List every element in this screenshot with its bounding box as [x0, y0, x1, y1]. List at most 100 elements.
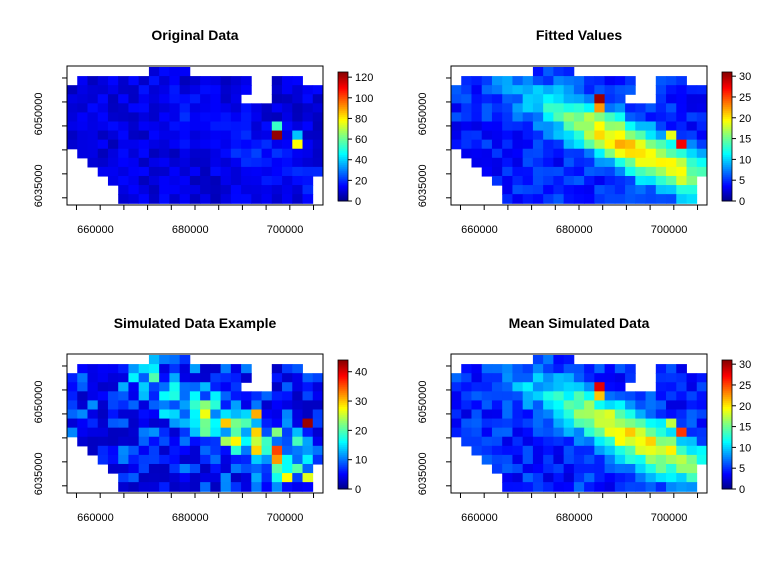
heatmap-cell [604, 185, 616, 195]
heatmap-cell [241, 427, 252, 438]
heatmap-cell [614, 382, 626, 392]
legend-color-band [722, 446, 732, 450]
legend-color-band [722, 134, 732, 137]
heatmap-cell [666, 85, 677, 95]
heatmap-cell [128, 473, 140, 483]
heatmap-cell [87, 130, 99, 141]
legend-color-band [722, 428, 732, 432]
heatmap-cell [220, 409, 232, 420]
legend-color-band [722, 98, 732, 101]
heatmap-cell [584, 418, 595, 429]
heatmap-cell [282, 473, 293, 483]
x-tick-label: 660000 [77, 512, 114, 524]
heatmap-cell [543, 121, 554, 132]
heatmap-cell [128, 427, 140, 438]
heatmap-cell [584, 185, 595, 195]
heatmap-cell [189, 391, 201, 401]
heatmap-cell [655, 418, 667, 429]
heatmap-cell [512, 175, 524, 186]
heatmap-cell [179, 139, 191, 150]
heatmap-cell [614, 436, 626, 447]
heatmap-cell [179, 373, 191, 383]
heatmap-cell [148, 463, 160, 474]
heatmap-cell [220, 418, 232, 429]
heatmap-cell [128, 139, 140, 150]
heatmap-cell [138, 76, 150, 86]
heatmap-cell [553, 445, 565, 456]
heatmap-cell [532, 139, 544, 150]
heatmap-cell [189, 364, 201, 374]
heatmap-cell [676, 463, 687, 474]
heatmap-cell [312, 400, 324, 411]
heatmap-cell [625, 130, 636, 141]
heatmap-cell [532, 175, 544, 186]
heatmap-cell [241, 391, 252, 401]
heatmap-cell [635, 436, 646, 447]
legend-color-band [722, 444, 732, 448]
heatmap-cell [655, 364, 667, 374]
heatmap-cell [230, 463, 242, 474]
heatmap-cell [118, 400, 129, 411]
heatmap-cell [604, 373, 616, 383]
heatmap-cell [666, 157, 677, 168]
heatmap-cell [251, 139, 262, 150]
legend-color-band [338, 126, 348, 129]
heatmap-cell [502, 94, 513, 104]
heatmap-cell [604, 382, 616, 392]
heatmap-cell [210, 391, 221, 401]
heatmap-cell [594, 400, 605, 411]
legend-color-band [338, 422, 348, 425]
legend-color-band [338, 168, 348, 172]
legend-color-band [338, 154, 348, 158]
legend-color-band [338, 362, 348, 365]
heatmap-cell [625, 391, 636, 401]
heatmap-cell [655, 175, 667, 186]
legend-color-band [722, 480, 732, 484]
heatmap-cell [148, 148, 160, 159]
heatmap-cell [553, 85, 565, 95]
legend-color-band [722, 192, 732, 196]
heatmap-cell [148, 454, 160, 465]
heatmap-cell [502, 185, 513, 195]
heatmap-cell [491, 391, 503, 401]
legend-color-band [338, 360, 348, 363]
heatmap-cell [87, 436, 99, 447]
heatmap-cell [107, 400, 119, 411]
heatmap-cell [604, 436, 616, 447]
heatmap-cell [200, 130, 211, 141]
heatmap-cell [676, 445, 687, 456]
heatmap-cell [543, 157, 554, 168]
legend-color-band [338, 456, 348, 460]
heatmap-cell [625, 103, 636, 113]
legend-color-band [722, 442, 732, 446]
heatmap-cell [230, 382, 242, 392]
heatmap-cell [625, 148, 636, 159]
heatmap-cell [532, 121, 544, 132]
heatmap-cell [210, 94, 221, 104]
heatmap-cell [312, 391, 324, 401]
heatmap-cell [594, 482, 605, 492]
legend-color-band [722, 464, 732, 468]
heatmap-cell [261, 166, 273, 177]
heatmap-cell [481, 130, 493, 141]
heatmap-cell [491, 103, 503, 113]
heatmap-cell [241, 194, 252, 204]
legend-color-band [338, 104, 348, 107]
heatmap-cell [292, 112, 303, 123]
heatmap-cell [553, 157, 565, 168]
heatmap-cell [532, 427, 544, 438]
heatmap-cell [614, 409, 626, 420]
heatmap-cell [676, 130, 687, 141]
heatmap-cell [594, 454, 605, 465]
legend-color-band [338, 186, 348, 190]
heatmap-cell [502, 391, 513, 401]
heatmap-cell [522, 194, 534, 204]
legend-color-band [338, 144, 348, 148]
heatmap-cell [107, 166, 119, 177]
heatmap-cell [481, 103, 493, 113]
heatmap-cell [553, 166, 565, 177]
legend-color-band [338, 392, 348, 395]
heatmap-cell [159, 391, 170, 401]
